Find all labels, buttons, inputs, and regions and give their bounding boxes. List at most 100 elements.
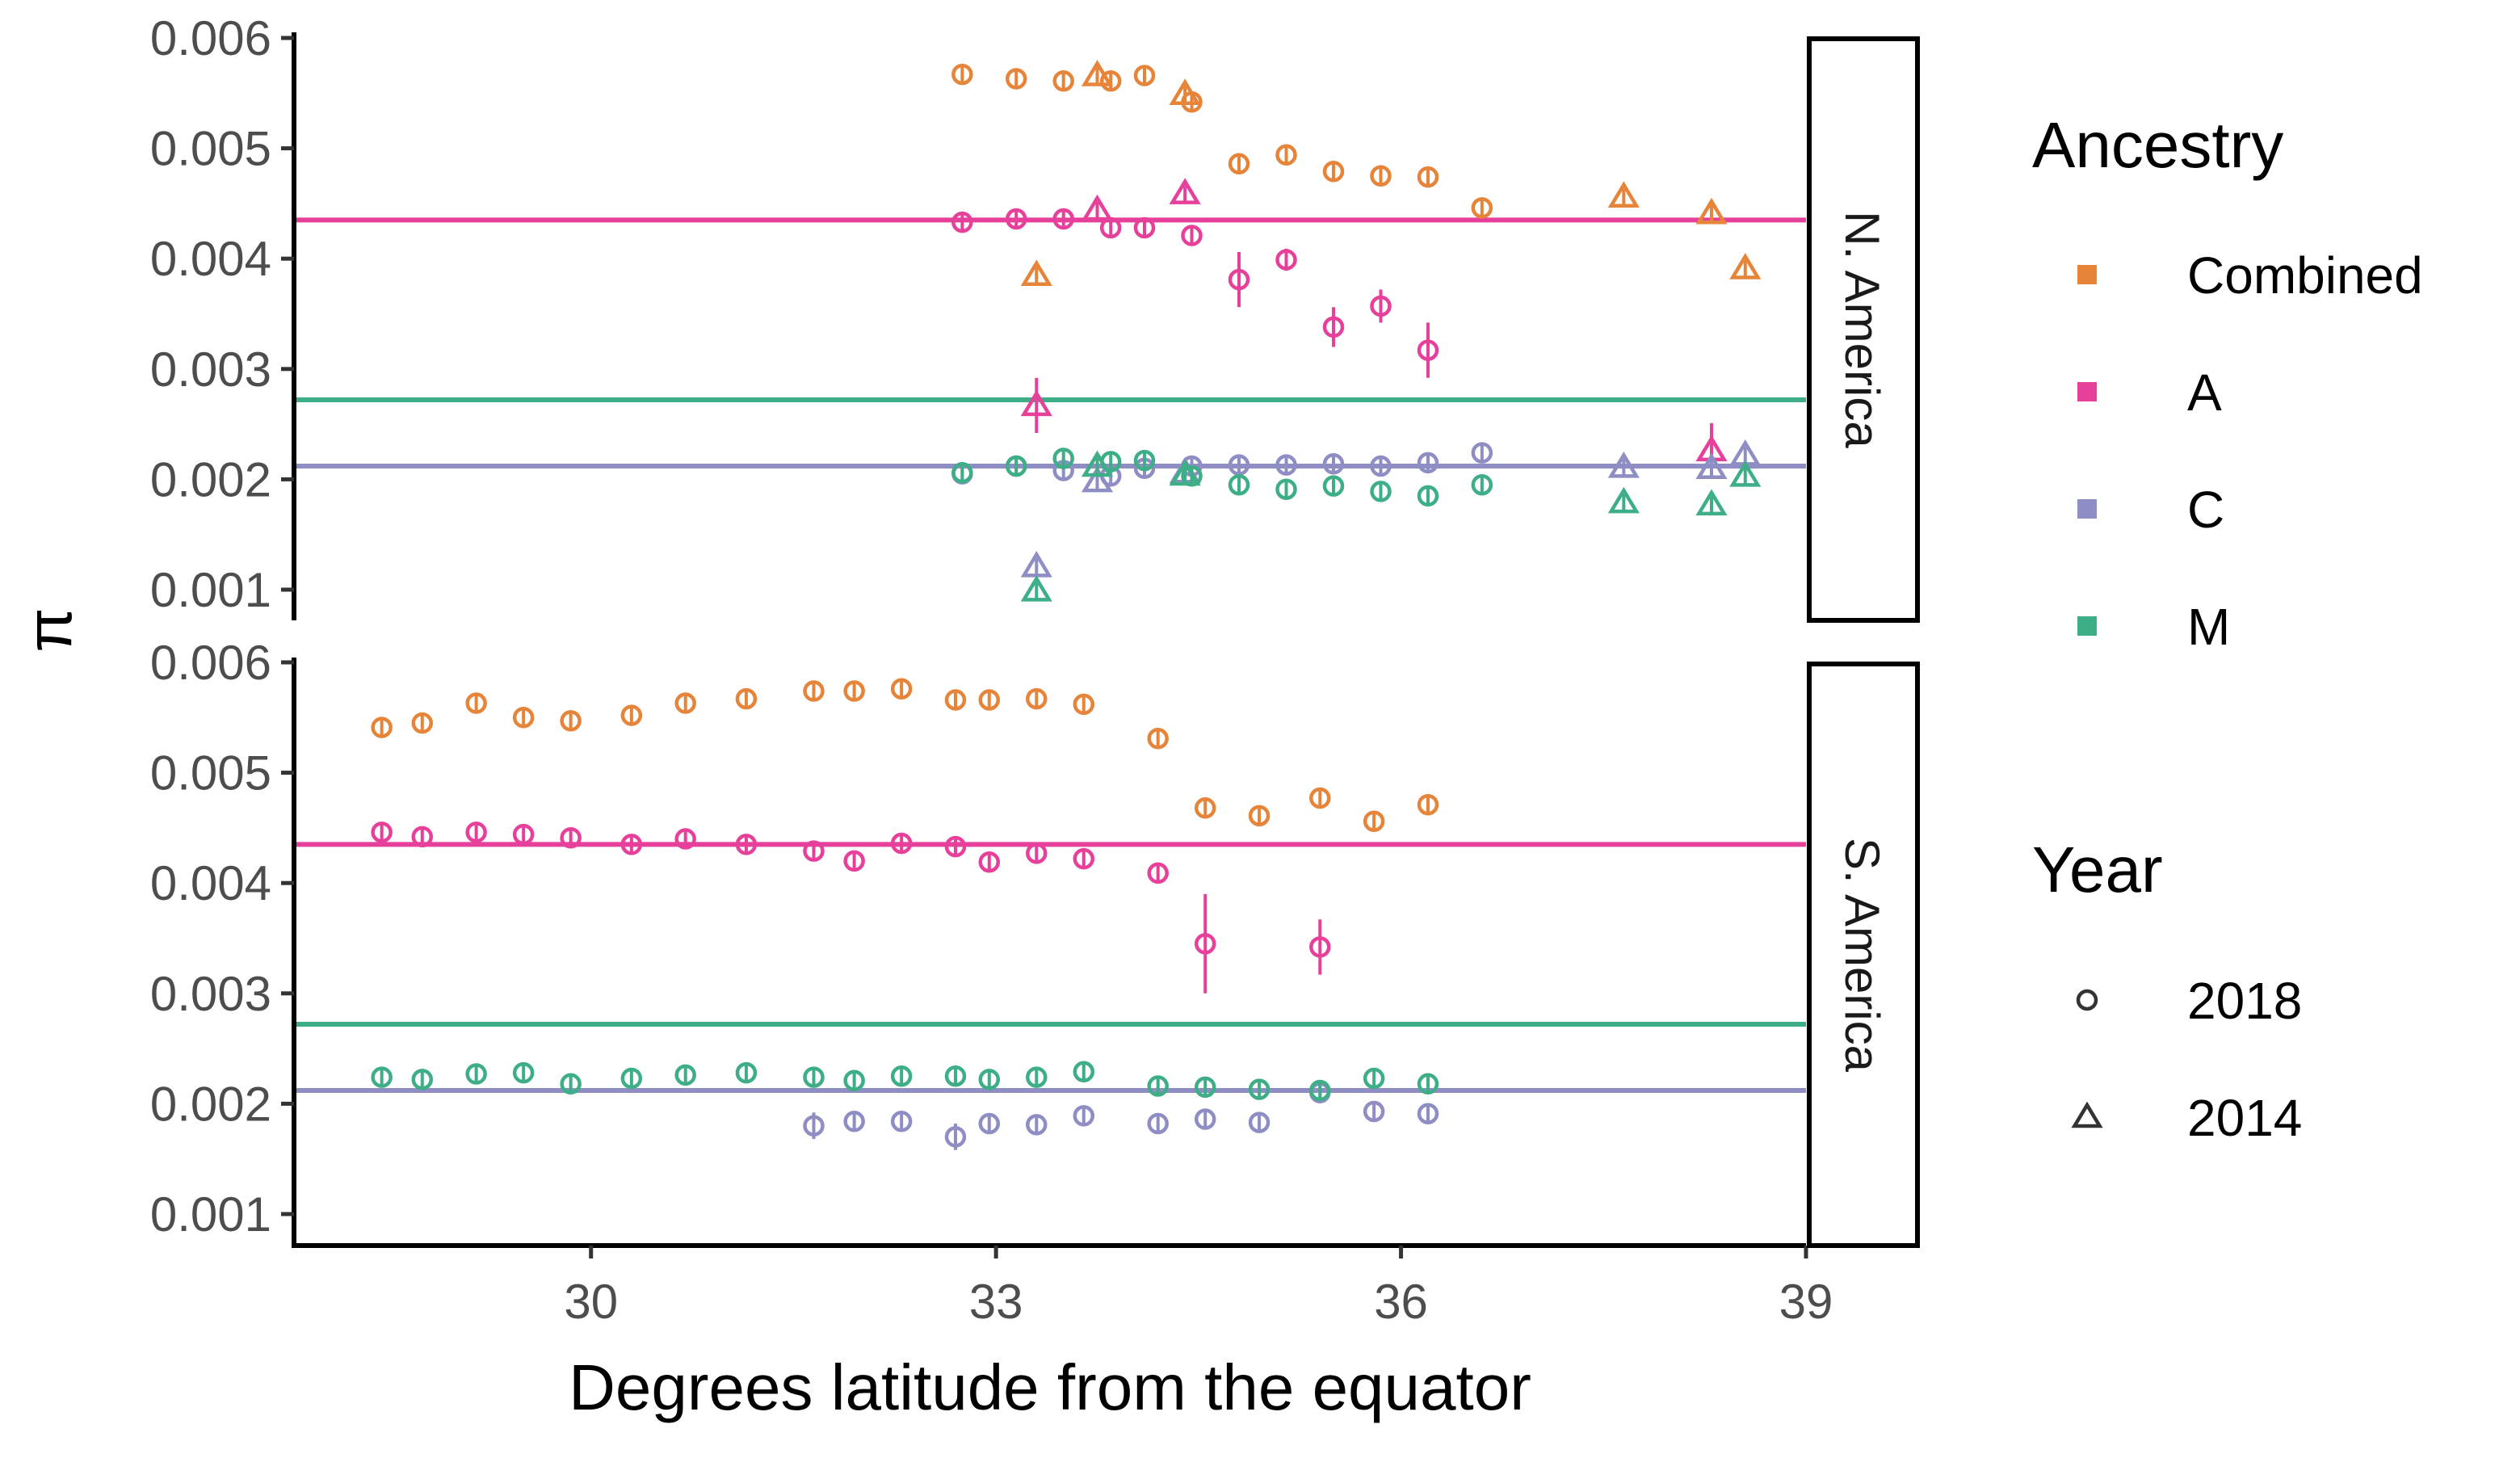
data-point-circle <box>1073 693 1095 716</box>
x-tick-label: 30 <box>564 1275 618 1329</box>
x-tick-label: 36 <box>1374 1275 1428 1329</box>
data-point-circle <box>890 678 913 700</box>
data-point-circle <box>1322 161 1345 183</box>
data-point-circle <box>1417 1103 1439 1124</box>
data-point-triangle <box>1020 575 1052 602</box>
legend-title-ancestry: Ancestry <box>2032 109 2283 181</box>
legend-swatch <box>2077 616 2097 636</box>
data-point-circle <box>1147 862 1169 884</box>
data-point-circle <box>1471 197 1493 219</box>
data-point-circle <box>620 704 643 726</box>
data-point-circle <box>1073 1105 1095 1127</box>
data-point-circle <box>1275 454 1297 476</box>
y-tick-label: 0.006 <box>150 636 271 690</box>
data-point-circle <box>620 1067 643 1090</box>
data-point-circle <box>512 1061 535 1084</box>
data-point-circle <box>890 1111 913 1132</box>
data-point-triangle <box>1729 253 1762 279</box>
facet-strip-label: S. America <box>1835 838 1889 1073</box>
y-tick-label: 0.005 <box>150 122 271 176</box>
series-north-america-a-2014 <box>1020 178 1728 479</box>
data-point-circle <box>735 1061 758 1084</box>
legend: Ancestry Year Combined A C M 2018 2014 <box>2032 109 2423 1147</box>
data-point-circle <box>803 1115 825 1137</box>
data-point-circle <box>1026 842 1048 864</box>
data-point-circle <box>735 687 758 710</box>
x-tick-label: 33 <box>969 1275 1023 1329</box>
data-point-circle <box>1417 166 1439 188</box>
data-point-circle <box>1026 1066 1048 1088</box>
data-point-triangle <box>1081 60 1114 86</box>
data-point-circle <box>1322 453 1345 475</box>
data-point-triangle <box>1169 78 1201 105</box>
data-point-circle <box>512 707 535 729</box>
data-point-triangle <box>1169 178 1201 204</box>
y-tick-label: 0.003 <box>150 342 271 397</box>
data-point-circle <box>1309 787 1331 809</box>
data-point-circle <box>411 1069 434 1090</box>
data-point-circle <box>674 692 696 714</box>
legend-label: C <box>2187 481 2224 539</box>
data-point-circle <box>1147 728 1169 750</box>
data-point-circle <box>1052 208 1074 230</box>
data-point-circle <box>803 680 825 702</box>
data-point-circle <box>978 689 1001 711</box>
data-point-triangle <box>1020 389 1052 417</box>
data-point-circle <box>1363 810 1385 832</box>
data-point-circle <box>1417 485 1439 507</box>
data-point-circle <box>1133 65 1156 86</box>
series-south-america-combined-2018 <box>371 678 1439 832</box>
data-point-circle <box>1026 687 1048 710</box>
data-point-circle <box>1228 454 1250 476</box>
data-point-triangle <box>1695 197 1728 225</box>
data-point-circle <box>1228 473 1250 496</box>
legend-label: 2018 <box>2187 972 2302 1030</box>
data-point-circle <box>843 850 865 872</box>
panel-north-america: 0.001 0.002 0.003 0.004 0.005 0.006 <box>150 11 1806 620</box>
legend-item-combined: Combined <box>2077 246 2423 305</box>
y-tick-label: 0.004 <box>150 232 271 286</box>
data-point-circle <box>951 63 973 86</box>
data-point-circle <box>1147 1075 1169 1097</box>
data-point-circle <box>944 1065 967 1087</box>
data-point-circle <box>1194 1076 1216 1099</box>
x-axis-title: Degrees latitude from the equator <box>569 1351 1531 1423</box>
data-point-circle <box>1370 481 1392 502</box>
data-point-circle <box>560 1073 582 1095</box>
data-point-circle <box>371 1066 393 1088</box>
data-point-triangle <box>1607 181 1640 208</box>
data-point-circle <box>843 1069 865 1091</box>
data-point-circle <box>411 826 434 848</box>
data-point-circle <box>560 826 582 849</box>
data-point-circle <box>1052 70 1074 92</box>
legend-swatch <box>2077 499 2097 519</box>
facet-strip-south-america: S. America <box>1807 662 1920 1248</box>
data-point-circle <box>1005 68 1027 90</box>
data-point-circle <box>978 1112 1001 1135</box>
data-point-circle <box>1073 1061 1095 1083</box>
data-point-circle <box>465 1063 487 1085</box>
data-point-circle <box>1147 1112 1169 1135</box>
series-north-america-combined-2018 <box>951 63 1493 219</box>
data-point-circle <box>1370 295 1392 317</box>
data-point-circle <box>1099 70 1122 92</box>
data-point-circle <box>1248 805 1270 827</box>
data-point-circle <box>890 1065 913 1087</box>
data-point-circle <box>1194 1108 1216 1130</box>
panels: 0.001 0.002 0.003 0.004 0.005 0.006 0.001 0.002… <box>150 11 1806 1246</box>
data-point-circle <box>1471 442 1493 464</box>
legend-label: A <box>2187 363 2222 422</box>
data-point-circle <box>1181 225 1203 246</box>
data-point-circle <box>843 1111 865 1132</box>
data-point-triangle <box>1169 459 1201 486</box>
legend-item-a: A <box>2077 363 2222 422</box>
data-point-triangle <box>1607 452 1640 478</box>
legend-circle-icon <box>2076 989 2098 1011</box>
facet-strip-box <box>1807 36 1920 623</box>
data-point-triangle <box>1729 460 1762 487</box>
legend-title-year: Year <box>2032 834 2163 905</box>
series-north-america-m-2014 <box>1020 450 1762 602</box>
facet-strip-box <box>1807 662 1920 1248</box>
series-south-america-a-2018 <box>371 821 1331 994</box>
